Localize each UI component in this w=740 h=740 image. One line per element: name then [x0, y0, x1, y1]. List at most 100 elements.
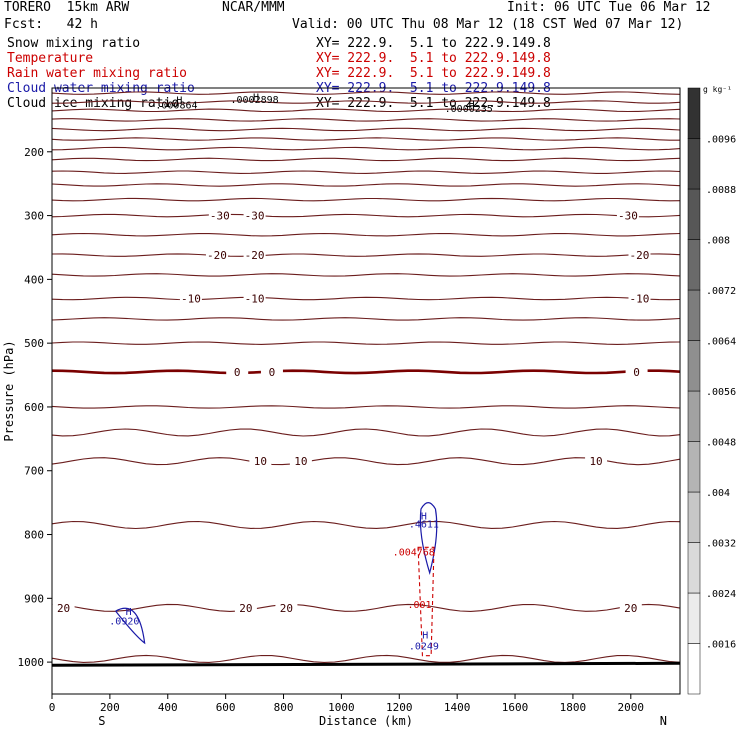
colorbar-tick-label: .0024	[706, 589, 736, 600]
temperature-contour-label: -20	[630, 249, 650, 262]
temperature-contour-label: -30	[245, 210, 265, 223]
contour-label-background	[616, 209, 639, 221]
temperature-contour-label: 20	[280, 602, 293, 615]
temperature-contour	[51, 137, 680, 141]
legend-xy-snow: XY= 222.9. 5.1 to 222.9.149.8	[316, 36, 551, 51]
field-annotation: .0000235	[445, 104, 493, 115]
contour-label-background	[52, 601, 75, 613]
contour-label-background	[289, 455, 312, 467]
field-annotation: .001	[407, 600, 431, 611]
colorbar-tick-label: .008	[706, 236, 730, 247]
temperature-contour	[51, 405, 681, 409]
contour-label-background	[243, 249, 266, 261]
contour-label-background	[619, 601, 642, 613]
x-tick-label: 1400	[444, 701, 471, 714]
legend-xy-rain: XY= 222.9. 5.1 to 222.9.149.8	[316, 66, 551, 81]
colorbar-cell	[687, 643, 701, 695]
colorbar-unit-label: g kg⁻¹	[703, 85, 732, 94]
colorbar-cell	[687, 390, 701, 442]
y-tick-label: 600	[24, 401, 44, 414]
field-annotation: .4611	[409, 520, 439, 531]
temperature-contour-label: -20	[245, 249, 265, 262]
x-tick-label: 1200	[386, 701, 413, 714]
temperature-contour-label: 20	[624, 602, 637, 615]
init-time: Init: 06 UTC Tue 06 Mar 12	[507, 0, 711, 15]
colorbar-cell	[687, 441, 701, 493]
temperature-contour	[51, 118, 681, 122]
x-tick-label: 1800	[560, 701, 587, 714]
contour-label-background	[628, 292, 651, 304]
field-annotation: H	[422, 631, 428, 642]
field-annotation: .000864	[155, 101, 197, 112]
contour-label-background	[260, 365, 283, 377]
legend-label-cloud-ice: Cloud ice mixing ratio	[7, 96, 180, 111]
colorbar-cell	[687, 542, 701, 594]
plot-frame	[51, 87, 681, 695]
colorbar-cell	[687, 491, 701, 543]
x-tick-label: 400	[158, 701, 178, 714]
temperature-contour	[51, 457, 681, 466]
temperature-contour-label: 0	[269, 366, 276, 379]
temperature-contour	[51, 146, 681, 151]
x-axis-title: Distance (km)	[319, 714, 413, 728]
temperature-contour	[51, 428, 681, 437]
colorbar-tick-label: .0072	[706, 286, 736, 297]
contour-label-background	[585, 455, 608, 467]
temperature-contour	[51, 369, 681, 375]
temperature-contour	[51, 157, 681, 162]
temperature-contour	[51, 654, 681, 663]
field-annotation: H	[253, 92, 259, 103]
legend-xy-cloud-ice: XY= 222.9. 5.1 to 222.9.149.8	[316, 96, 551, 111]
temperature-contour-label: -10	[245, 293, 265, 306]
contour-label-background	[628, 249, 651, 261]
model-title: TORERO 15km ARW	[4, 0, 130, 15]
temperature-contour	[52, 100, 681, 104]
field-annotation: H	[176, 95, 182, 106]
field-annotation: .004768	[393, 548, 435, 559]
colorbar-tick-label: .0064	[706, 337, 736, 348]
colorbar-cell	[687, 340, 701, 392]
colorbar-tick-label: .0088	[706, 185, 736, 196]
temperature-contour	[51, 213, 681, 218]
x-tick-label: 2000	[618, 701, 645, 714]
x-tick-label: 0	[49, 701, 56, 714]
y-tick-label: 900	[24, 592, 44, 605]
temperature-contour	[51, 108, 681, 113]
y-axis-title: Pressure (hPa)	[2, 340, 16, 441]
y-tick-label: 400	[24, 273, 44, 286]
temperature-contour-label: -20	[207, 249, 227, 262]
x-tick-label: 200	[100, 701, 120, 714]
contour-label-background	[208, 209, 231, 221]
field-annotation: H	[126, 607, 132, 618]
north-label: N	[660, 714, 667, 728]
rain-water-contour	[417, 546, 435, 657]
temperature-contour	[51, 197, 681, 202]
temperature-contour	[51, 296, 681, 301]
colorbar-cell	[687, 592, 701, 644]
temperature-contour-label: 10	[254, 455, 267, 468]
legend-xy-temperature: XY= 222.9. 5.1 to 222.9.149.8	[316, 51, 551, 66]
legend-label-rain: Rain water mixing ratio	[7, 66, 188, 81]
field-annotation: .0920	[109, 617, 139, 628]
south-label: S	[98, 714, 105, 728]
colorbar-cell	[687, 289, 701, 341]
temperature-contour-label: 0	[234, 366, 241, 379]
temperature-contour-label: 20	[57, 602, 70, 615]
contour-label-background	[243, 209, 266, 221]
temperature-contour-label: 0	[633, 366, 640, 379]
contour-label-background	[179, 292, 202, 304]
contour-label-background	[625, 365, 648, 377]
temperature-contour-label: -10	[181, 293, 201, 306]
x-tick-label: 1000	[328, 701, 355, 714]
temperature-contour-label: 20	[239, 602, 252, 615]
contour-label-background	[275, 601, 298, 613]
y-tick-label: 200	[24, 146, 44, 159]
forecast-hour: Fcst: 42 h	[4, 17, 98, 32]
temperature-contour-label: 10	[294, 455, 307, 468]
temperature-contour	[51, 273, 681, 277]
temperature-contour	[51, 253, 681, 257]
colorbar-tick-label: .0048	[706, 438, 736, 449]
temperature-contour-label: -30	[210, 210, 230, 223]
field-annotation: .0249	[409, 642, 439, 653]
